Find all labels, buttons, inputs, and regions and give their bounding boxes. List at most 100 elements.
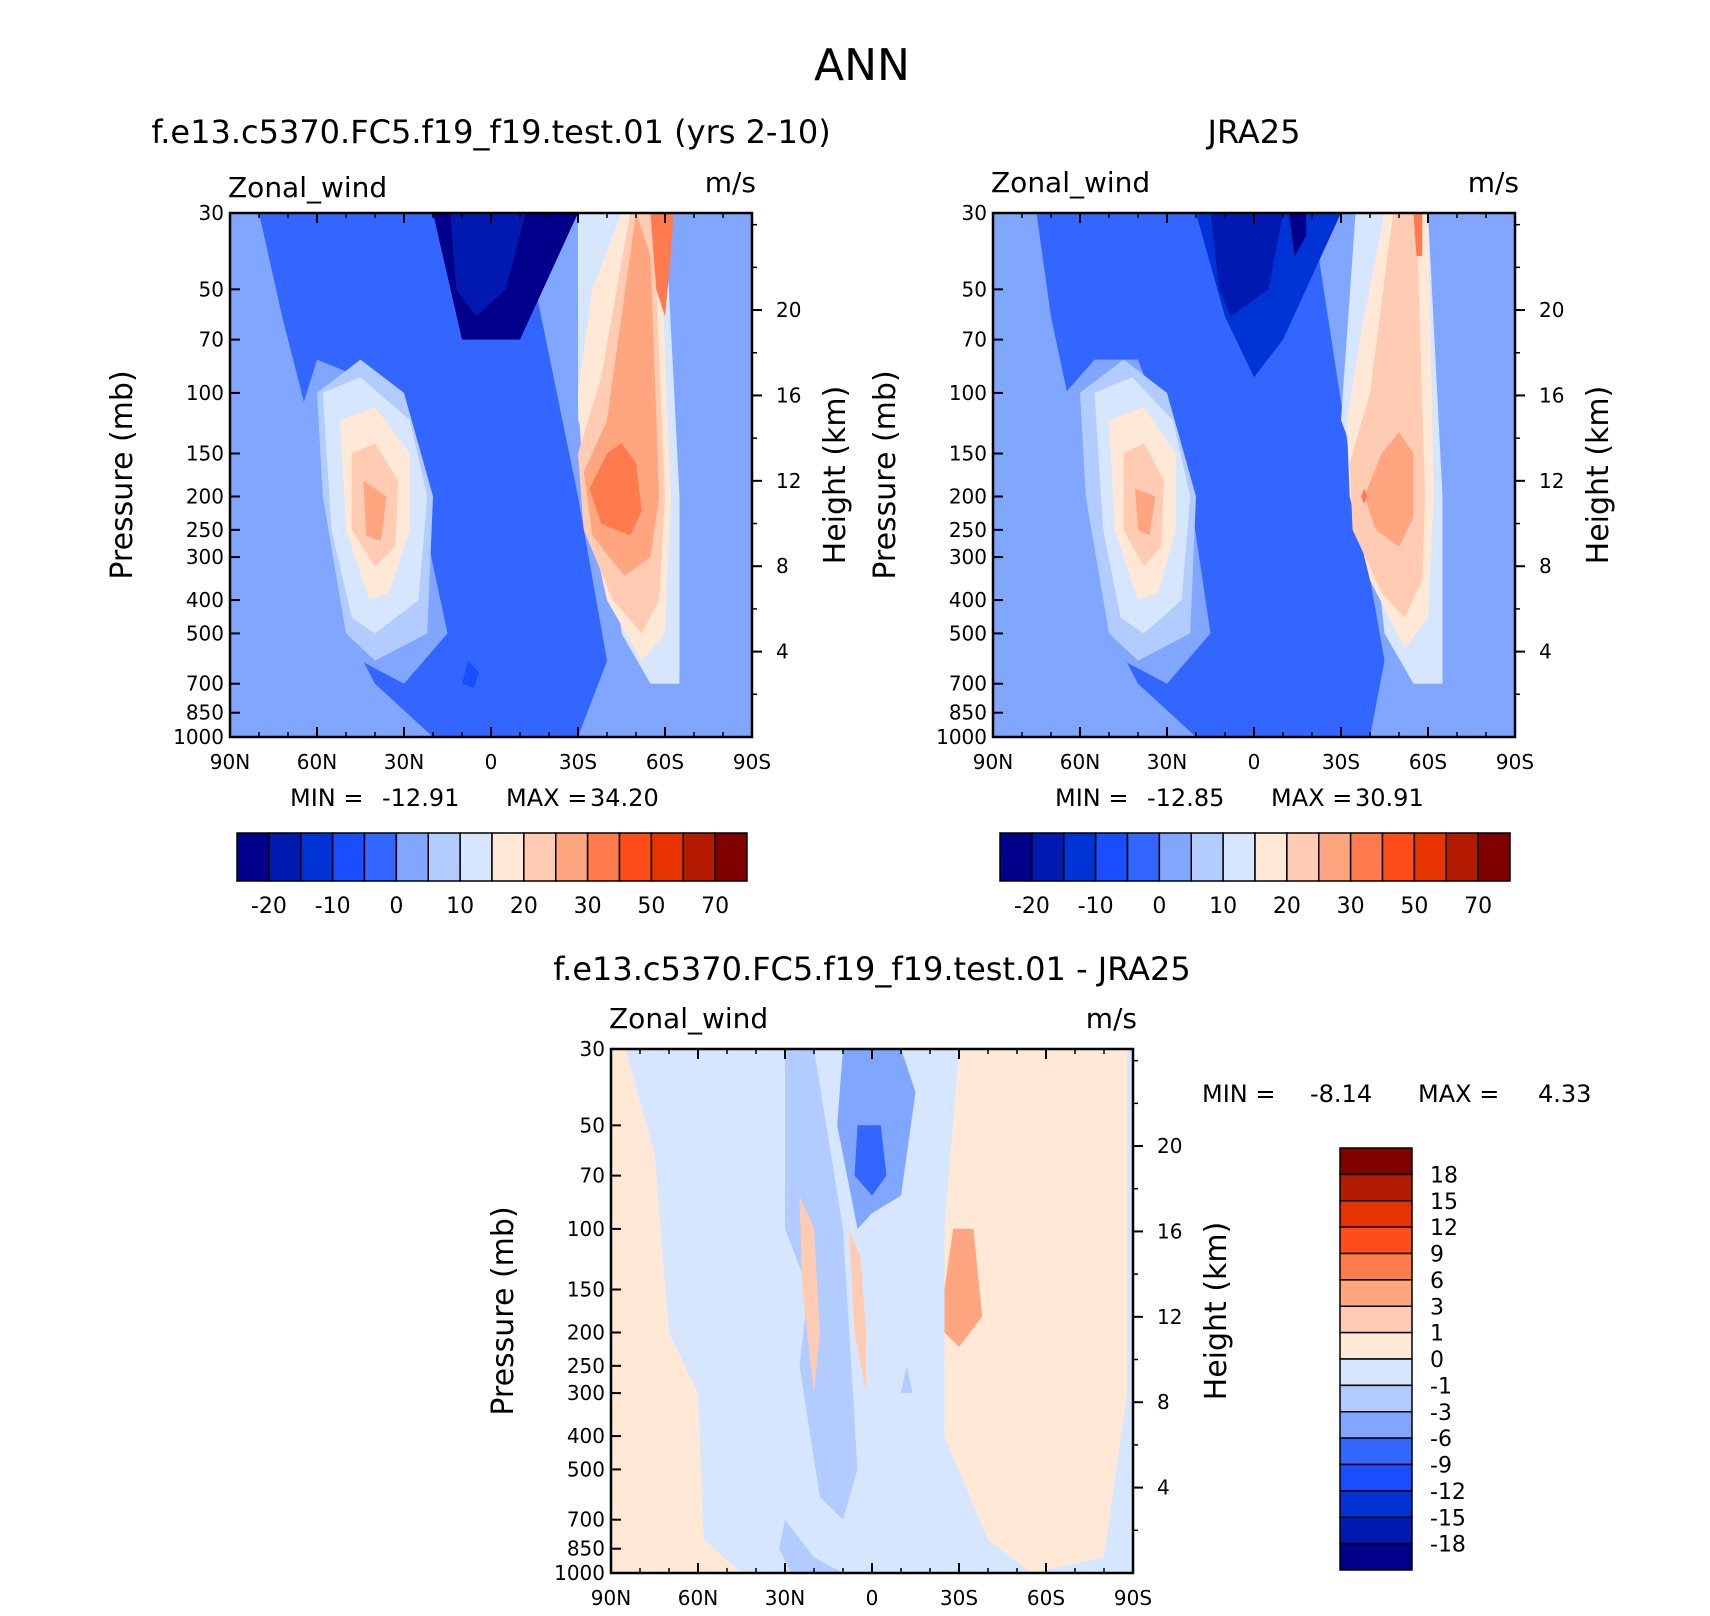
y-tick-label: 100 (949, 381, 987, 405)
colorbar-swatch (1339, 1490, 1413, 1518)
colorbar-swatch (1339, 1358, 1413, 1387)
contour-band (944, 1049, 1128, 1573)
colorbar-swatch (1126, 832, 1161, 882)
colorbar-tick-label: -12 (1430, 1480, 1466, 1505)
y-tick-label: 700 (567, 1508, 605, 1532)
contour-band (450, 213, 526, 317)
panel-model: f.e13.c5370.FC5.f19_f19.test.01 (yrs 2-1… (105, 113, 853, 919)
colorbar-swatch (331, 832, 366, 882)
axes: 90N 60N 30N 0 30S 60S 90S 30 50 70 100 150 200 250 300… (554, 1037, 1182, 1610)
y-right-tick-label: 20 (1539, 298, 1564, 322)
colorbar-swatch (1381, 832, 1416, 882)
colorbar-swatch (1339, 1200, 1413, 1228)
colorbar-tick-label: -9 (1430, 1454, 1452, 1479)
max-value: 34.20 (590, 784, 659, 812)
colorbar-swatch (1222, 832, 1256, 882)
y-axis-label: Pressure (mb) (868, 370, 903, 579)
y-tick-label: 500 (949, 621, 987, 645)
min-value: -8.14 (1310, 1080, 1372, 1108)
y-tick-label: 400 (186, 588, 224, 612)
colorbar-tick-label: 15 (1430, 1190, 1458, 1215)
colorbar-swatch (1158, 832, 1192, 882)
colorbar-swatch (1339, 1411, 1413, 1439)
y-axis-label: Pressure (mb) (105, 370, 140, 579)
colorbar-tick-label: 30 (574, 894, 602, 919)
y-axis-label-right: Height (km) (818, 386, 853, 565)
y-right-tick-label: 12 (1539, 469, 1564, 493)
colorbar-swatch (1339, 1226, 1413, 1255)
colorbar-swatch (459, 832, 493, 882)
min-value: -12.91 (382, 784, 459, 812)
colorbar-swatch (236, 832, 270, 882)
contour-band (363, 480, 387, 542)
colorbar-swatch (1339, 1384, 1413, 1413)
colorbar-tick-label: -20 (1014, 894, 1050, 919)
y-tick-label: 70 (580, 1164, 605, 1188)
contour-fill (611, 1049, 1133, 1573)
contour-band (854, 1125, 887, 1196)
colorbar-swatch (1445, 832, 1479, 882)
axes: 90N 60N 30N 0 30S 60S 90S 30 50 70 100 150 200 250 300… (936, 201, 1564, 774)
contour-band (779, 1519, 843, 1573)
y-tick-label: 300 (186, 545, 224, 569)
y-tick-label: 300 (949, 545, 987, 569)
variable-label: Zonal_wind (609, 1002, 768, 1035)
y-tick-label: 50 (580, 1113, 605, 1137)
colorbar-tick-label: 0 (1152, 894, 1166, 919)
y-tick-label: 1000 (173, 725, 224, 749)
panel-title: f.e13.c5370.FC5.f19_f19.test.01 (yrs 2-1… (151, 113, 830, 151)
x-tick-label: 60S (1409, 750, 1447, 774)
max-value: 4.33 (1538, 1080, 1591, 1108)
min-label: MIN = (1055, 784, 1128, 812)
y-tick-label: 100 (186, 381, 224, 405)
x-tick-label: 60S (646, 750, 684, 774)
y-right-tick-label: 12 (776, 469, 801, 493)
y-tick-label: 500 (186, 621, 224, 645)
y-right-tick-label: 4 (776, 640, 789, 664)
colorbar-swatch (1339, 1252, 1413, 1281)
max-value: 30.91 (1355, 784, 1424, 812)
colorbar-swatch (1339, 1463, 1413, 1492)
y-tick-label: 850 (186, 701, 224, 725)
x-tick-label: 30S (559, 750, 597, 774)
colorbar-tick-label: 1 (1430, 1322, 1444, 1347)
y-tick-label: 30 (580, 1037, 605, 1061)
colorbar-swatch (1349, 832, 1384, 882)
units-label: m/s (705, 166, 756, 199)
x-tick-label: 30N (1147, 750, 1187, 774)
panel-observations: JRA25 Zonal_wind m/s 90N 60N 30N 0 30S 60S 90S… (868, 113, 1616, 919)
colorbar-swatch (268, 832, 302, 882)
contour-band (1210, 213, 1283, 317)
x-tick-label: 60N (678, 1586, 718, 1610)
colorbar-tick-label: -3 (1430, 1401, 1452, 1426)
colorbar-tick-label: 70 (1464, 894, 1492, 919)
y-tick-label: 30 (199, 201, 224, 225)
colorbar-tick-label: 50 (637, 894, 665, 919)
colorbar-tick-label: 18 (1430, 1163, 1458, 1188)
colorbar: -20 -10 0 10 20 30 50 70 (236, 832, 748, 919)
y-tick-label: 1000 (554, 1561, 605, 1585)
colorbar-swatch (650, 832, 684, 882)
min-label: MIN = (1202, 1080, 1275, 1108)
colorbar-tick-label: 50 (1400, 894, 1428, 919)
panel-title: JRA25 (1206, 113, 1301, 151)
x-tick-label: 0 (1248, 750, 1261, 774)
y-tick-label: 150 (949, 442, 987, 466)
x-tick-label: 30N (765, 1586, 805, 1610)
max-label: MAX = (1271, 784, 1352, 812)
colorbar-tick-label: 30 (1337, 894, 1365, 919)
contour-band (462, 660, 480, 688)
colorbar-swatch (1339, 1437, 1413, 1466)
contour-band (1413, 213, 1423, 256)
colorbar-swatch (682, 832, 716, 882)
colorbar-tick-label: 12 (1430, 1216, 1458, 1241)
x-tick-label: 60N (1060, 750, 1100, 774)
colorbar-tick-label: -6 (1430, 1427, 1452, 1452)
max-label: MAX = (506, 784, 587, 812)
y-axis-label-right: Height (km) (1199, 1222, 1234, 1401)
y-tick-label: 200 (567, 1320, 605, 1344)
y-tick-label: 1000 (936, 725, 987, 749)
colorbar-tick-label: 70 (701, 894, 729, 919)
y-right-tick-label: 16 (1539, 383, 1564, 407)
